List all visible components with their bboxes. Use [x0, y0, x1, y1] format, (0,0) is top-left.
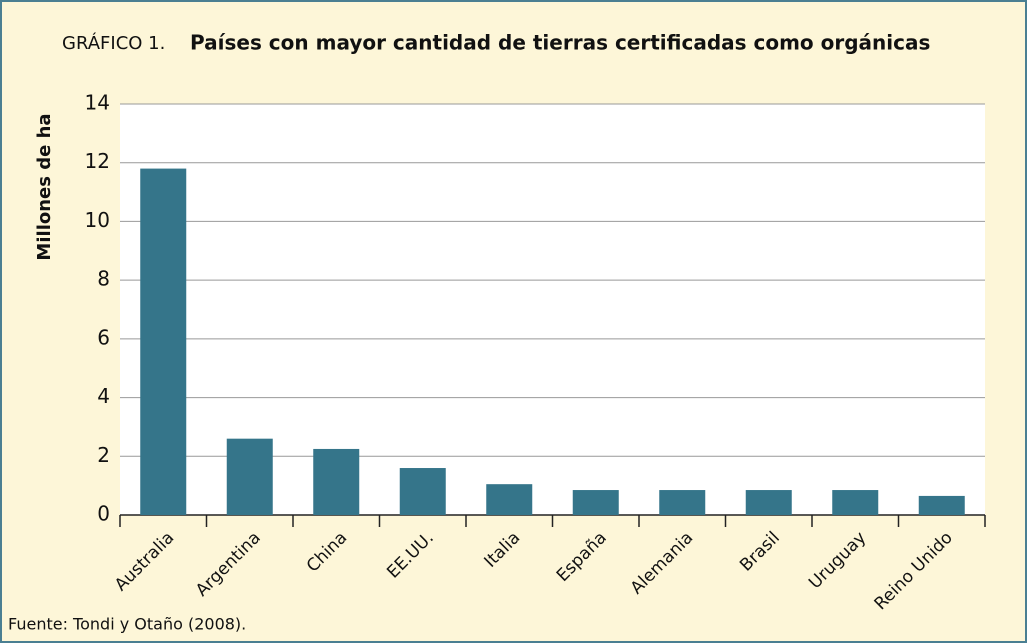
y-tick-label: 4 — [97, 384, 110, 408]
bar — [313, 448, 360, 515]
y-tick-label: 10 — [85, 208, 110, 232]
chart-title: Países con mayor cantidad de tierras cer… — [190, 31, 930, 55]
bar — [486, 484, 533, 515]
y-tick-label: 14 — [85, 91, 110, 115]
y-tick-label: 12 — [85, 149, 110, 173]
bar — [659, 490, 706, 515]
bar — [140, 168, 187, 516]
bar — [226, 438, 273, 515]
bar — [399, 468, 446, 515]
y-axis-label: Millones de ha — [34, 113, 55, 260]
chart-label: GRÁFICO 1. — [62, 32, 165, 54]
y-tick-label: 2 — [97, 443, 110, 467]
bar — [918, 495, 965, 515]
y-tick-label: 6 — [97, 325, 110, 349]
bar — [832, 490, 879, 515]
bar — [745, 490, 792, 515]
y-tick-label: 0 — [97, 502, 110, 526]
bar — [572, 490, 619, 515]
source: Fuente: Tondi y Otaño (2008). — [8, 615, 246, 634]
y-tick-label: 8 — [97, 267, 110, 291]
